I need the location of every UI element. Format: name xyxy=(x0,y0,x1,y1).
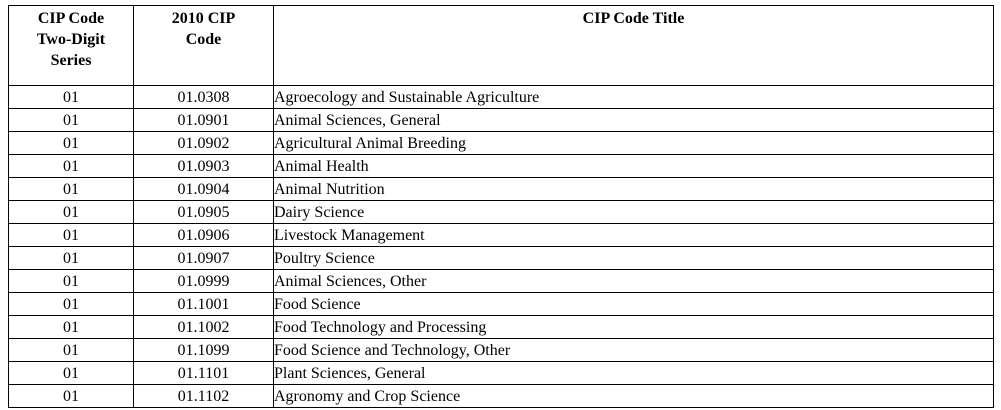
cell-cip-title: Food Science xyxy=(273,292,994,316)
cip-code-table: CIP Code Two-Digit Series 2010 CIP Code … xyxy=(8,5,994,408)
cell-cip-code: 01.1099 xyxy=(133,338,274,362)
cell-series: 01 xyxy=(8,246,134,270)
cell-cip-title: Dairy Science xyxy=(273,200,994,224)
table-row: 01 01.0308 Agroecology and Sustainable Agr… xyxy=(8,85,994,109)
cell-cip-code: 01.1002 xyxy=(133,315,274,339)
table-row: 01 01.0999 Animal Sciences, Other xyxy=(8,269,994,293)
cell-cip-title: Poultry Science xyxy=(273,246,994,270)
cell-cip-code: 01.1001 xyxy=(133,292,274,316)
table-row: 01 01.0903 Animal Health xyxy=(8,154,994,178)
cell-series: 01 xyxy=(8,108,134,132)
cell-cip-title: Animal Health xyxy=(273,154,994,178)
cell-cip-code: 01.0903 xyxy=(133,154,274,178)
cell-series: 01 xyxy=(8,177,134,201)
header-code: 2010 CIP Code xyxy=(133,5,274,86)
table-row: 01 01.1101 Plant Sciences, General xyxy=(8,361,994,385)
header-series: CIP Code Two-Digit Series xyxy=(8,5,134,86)
cell-cip-title: Animal Nutrition xyxy=(273,177,994,201)
header-title: CIP Code Title xyxy=(273,5,994,86)
cell-cip-title: Livestock Management xyxy=(273,223,994,247)
cell-series: 01 xyxy=(8,292,134,316)
cell-cip-code: 01.1102 xyxy=(133,384,274,408)
cell-series: 01 xyxy=(8,223,134,247)
cell-series: 01 xyxy=(8,154,134,178)
header-code-line: 2010 CIP xyxy=(171,10,236,27)
cell-cip-title: Plant Sciences, General xyxy=(273,361,994,385)
cell-series: 01 xyxy=(8,269,134,293)
header-code-line: Code xyxy=(185,31,222,48)
table-row: 01 01.0905 Dairy Science xyxy=(8,200,994,224)
table-row: 01 01.0906 Livestock Management xyxy=(8,223,994,247)
header-series-line: Two-Digit xyxy=(36,31,106,48)
cell-cip-code: 01.0999 xyxy=(133,269,274,293)
table-row: 01 01.0904 Animal Nutrition xyxy=(8,177,994,201)
table-row: 01 01.1099 Food Science and Technology, Ot… xyxy=(8,338,994,362)
cell-cip-title: Agricultural Animal Breeding xyxy=(273,131,994,155)
table-row: 01 01.0907 Poultry Science xyxy=(8,246,994,270)
cell-cip-title: Food Science and Technology, Other xyxy=(273,338,994,362)
table-header: CIP Code Two-Digit Series 2010 CIP Code … xyxy=(8,5,994,86)
header-row: CIP Code Two-Digit Series 2010 CIP Code … xyxy=(8,5,994,86)
cell-cip-code: 01.0905 xyxy=(133,200,274,224)
cell-cip-title: Agroecology and Sustainable Agriculture xyxy=(273,85,994,109)
cell-cip-code: 01.0904 xyxy=(133,177,274,201)
table-row: 01 01.0902 Agricultural Animal Breeding xyxy=(8,131,994,155)
table-row: 01 01.1001 Food Science xyxy=(8,292,994,316)
table-row: 01 01.0901 Animal Sciences, General xyxy=(8,108,994,132)
cell-cip-title: Animal Sciences, Other xyxy=(273,269,994,293)
header-series-line: Series xyxy=(50,52,92,69)
cell-series: 01 xyxy=(8,338,134,362)
cell-cip-code: 01.0901 xyxy=(133,108,274,132)
cell-cip-title: Food Technology and Processing xyxy=(273,315,994,339)
cell-cip-code: 01.1101 xyxy=(133,361,274,385)
table-row: 01 01.1102 Agronomy and Crop Science xyxy=(8,384,994,408)
cell-cip-code: 01.0902 xyxy=(133,131,274,155)
cell-series: 01 xyxy=(8,315,134,339)
table-body: 01 01.0308 Agroecology and Sustainable Agr… xyxy=(8,85,994,408)
cell-series: 01 xyxy=(8,131,134,155)
header-series-line: CIP Code xyxy=(37,10,105,27)
table-row: 01 01.1002 Food Technology and Processing xyxy=(8,315,994,339)
cell-cip-code: 01.0906 xyxy=(133,223,274,247)
cell-series: 01 xyxy=(8,361,134,385)
cell-series: 01 xyxy=(8,384,134,408)
cell-cip-title: Animal Sciences, General xyxy=(273,108,994,132)
cell-cip-title: Agronomy and Crop Science xyxy=(273,384,994,408)
cell-series: 01 xyxy=(8,200,134,224)
cell-cip-code: 01.0308 xyxy=(133,85,274,109)
cell-series: 01 xyxy=(8,85,134,109)
cell-cip-code: 01.0907 xyxy=(133,246,274,270)
